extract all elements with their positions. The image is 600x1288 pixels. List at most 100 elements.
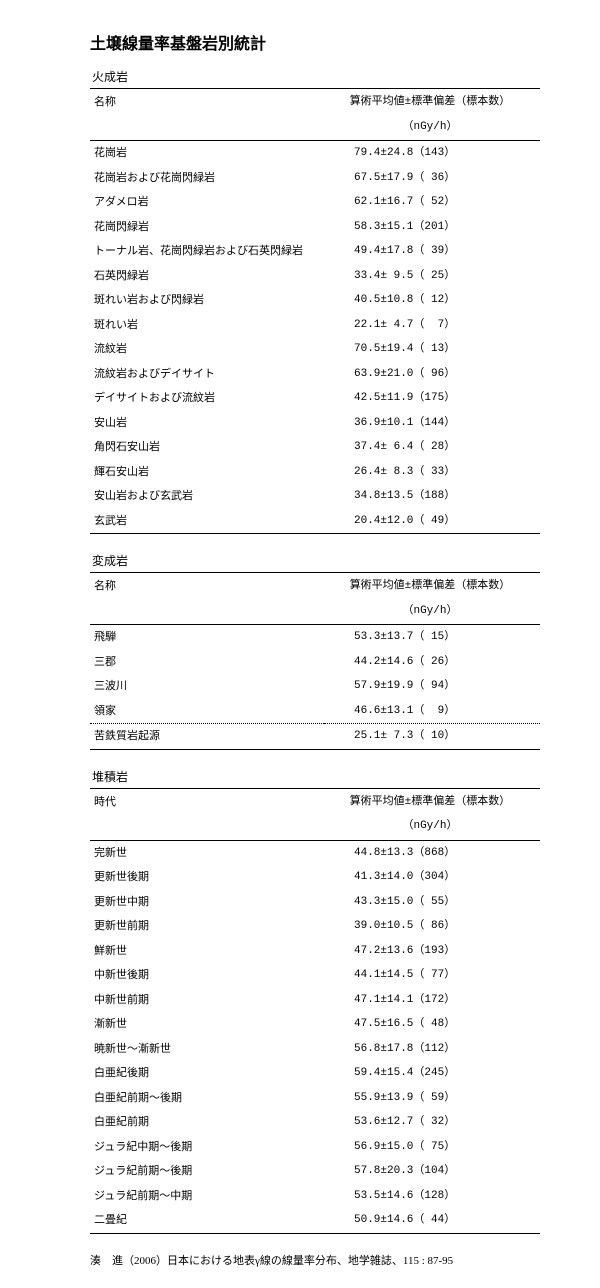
table-row: 花崗岩79.4±24.8（143） xyxy=(90,141,540,166)
table-row: 花崗閃緑岩58.3±15.1（201） xyxy=(90,215,540,240)
table-row: 角閃石安山岩37.4± 6.4（ 28） xyxy=(90,435,540,460)
table-row: 玄武岩20.4±12.0（ 49） xyxy=(90,509,540,534)
row-value: 55.9±13.9（ 59） xyxy=(324,1086,540,1111)
page-title: 土壌線量率基盤岩別統計 xyxy=(90,30,540,54)
row-name: 二畳紀 xyxy=(90,1208,324,1233)
table-row: 白亜紀後期59.4±15.4（245） xyxy=(90,1061,540,1086)
row-value: 44.8±13.3（868） xyxy=(324,840,540,865)
col-header-value: 算術平均値±標準偏差（標本数） xyxy=(324,89,540,115)
row-value: 49.4±17.8（ 39） xyxy=(324,239,540,264)
row-value: 22.1± 4.7（ 7） xyxy=(324,313,540,338)
row-value: 63.9±21.0（ 96） xyxy=(324,362,540,387)
row-name: 三郡 xyxy=(90,650,324,675)
row-name: 斑れい岩 xyxy=(90,313,324,338)
row-name: 更新世中期 xyxy=(90,890,324,915)
row-name: 完新世 xyxy=(90,840,324,865)
row-name: 花崗岩 xyxy=(90,141,324,166)
table-metamorphic: 名称算術平均値±標準偏差（標本数）（nGy/h）飛騨53.3±13.7（ 15）… xyxy=(90,572,540,750)
row-value: 33.4± 9.5（ 25） xyxy=(324,264,540,289)
unit-label: （nGy/h） xyxy=(324,814,540,840)
row-name: トーナル岩、花崗閃緑岩および石英閃緑岩 xyxy=(90,239,324,264)
table-row: 流紋岩70.5±19.4（ 13） xyxy=(90,337,540,362)
row-name: 更新世後期 xyxy=(90,865,324,890)
row-name: 漸新世 xyxy=(90,1012,324,1037)
row-value: 41.3±14.0（304） xyxy=(324,865,540,890)
row-name: デイサイトおよび流紋岩 xyxy=(90,386,324,411)
row-value: 34.8±13.5（188） xyxy=(324,484,540,509)
table-row: 飛騨53.3±13.7（ 15） xyxy=(90,625,540,650)
row-name: 白亜紀後期 xyxy=(90,1061,324,1086)
table-row: 中新世前期47.1±14.1（172） xyxy=(90,988,540,1013)
table-row: 花崗岩および花崗閃緑岩67.5±17.9（ 36） xyxy=(90,166,540,191)
section-title-2: 変成岩 xyxy=(92,552,540,569)
row-name: 三波川 xyxy=(90,674,324,699)
col-header-name: 名称 xyxy=(90,89,324,115)
row-value: 46.6±13.1（ 9） xyxy=(324,699,540,724)
row-name: 角閃石安山岩 xyxy=(90,435,324,460)
unit-label: （nGy/h） xyxy=(324,115,540,141)
row-name: 苦鉄質岩起源 xyxy=(90,724,324,750)
row-value: 59.4±15.4（245） xyxy=(324,1061,540,1086)
row-value: 56.8±17.8（112） xyxy=(324,1037,540,1062)
row-value: 40.5±10.8（ 12） xyxy=(324,288,540,313)
row-name: 花崗閃緑岩 xyxy=(90,215,324,240)
table-row: 斑れい岩および閃緑岩40.5±10.8（ 12） xyxy=(90,288,540,313)
table-sedimentary: 時代算術平均値±標準偏差（標本数）（nGy/h）完新世44.8±13.3（868… xyxy=(90,788,540,1234)
table-row: 鮮新世47.2±13.6（193） xyxy=(90,939,540,964)
row-name: 中新世前期 xyxy=(90,988,324,1013)
citation: 湊 進（2006）日本における地表γ線の線量率分布、地学雑誌、115 : 87-… xyxy=(112,1252,540,1268)
table-row: 流紋岩およびデイサイト63.9±21.0（ 96） xyxy=(90,362,540,387)
row-value: 42.5±11.9（175） xyxy=(324,386,540,411)
table-row: 苦鉄質岩起源25.1± 7.3（ 10） xyxy=(90,724,540,750)
row-name: 花崗岩および花崗閃緑岩 xyxy=(90,166,324,191)
table-row: デイサイトおよび流紋岩42.5±11.9（175） xyxy=(90,386,540,411)
row-value: 44.1±14.5（ 77） xyxy=(324,963,540,988)
table-row: ジュラ紀中期～後期56.9±15.0（ 75） xyxy=(90,1135,540,1160)
row-name: 石英閃緑岩 xyxy=(90,264,324,289)
table-row: 更新世前期39.0±10.5（ 86） xyxy=(90,914,540,939)
row-value: 39.0±10.5（ 86） xyxy=(324,914,540,939)
row-value: 47.5±16.5（ 48） xyxy=(324,1012,540,1037)
unit-label: （nGy/h） xyxy=(324,599,540,625)
col-header-value: 算術平均値±標準偏差（標本数） xyxy=(324,573,540,599)
row-value: 56.9±15.0（ 75） xyxy=(324,1135,540,1160)
table-row: 中新世後期44.1±14.5（ 77） xyxy=(90,963,540,988)
row-name: 飛騨 xyxy=(90,625,324,650)
row-value: 44.2±14.6（ 26） xyxy=(324,650,540,675)
row-name: 流紋岩およびデイサイト xyxy=(90,362,324,387)
row-name: 中新世後期 xyxy=(90,963,324,988)
row-value: 47.1±14.1（172） xyxy=(324,988,540,1013)
row-value: 37.4± 6.4（ 28） xyxy=(324,435,540,460)
table-row: 漸新世47.5±16.5（ 48） xyxy=(90,1012,540,1037)
table-row: 安山岩36.9±10.1（144） xyxy=(90,411,540,436)
row-name: 斑れい岩および閃緑岩 xyxy=(90,288,324,313)
table-row: 斑れい岩22.1± 4.7（ 7） xyxy=(90,313,540,338)
row-name: 安山岩および玄武岩 xyxy=(90,484,324,509)
row-name: 白亜紀前期～後期 xyxy=(90,1086,324,1111)
row-value: 58.3±15.1（201） xyxy=(324,215,540,240)
row-name: ジュラ紀前期～中期 xyxy=(90,1184,324,1209)
row-name: 暁新世～漸新世 xyxy=(90,1037,324,1062)
row-value: 50.9±14.6（ 44） xyxy=(324,1208,540,1233)
table-row: 白亜紀前期～後期55.9±13.9（ 59） xyxy=(90,1086,540,1111)
table-row: 白亜紀前期53.6±12.7（ 32） xyxy=(90,1110,540,1135)
row-name: 安山岩 xyxy=(90,411,324,436)
row-value: 53.5±14.6（128） xyxy=(324,1184,540,1209)
col-header-name: 名称 xyxy=(90,573,324,599)
row-value: 43.3±15.0（ 55） xyxy=(324,890,540,915)
table-row: 石英閃緑岩33.4± 9.5（ 25） xyxy=(90,264,540,289)
table-row: 二畳紀50.9±14.6（ 44） xyxy=(90,1208,540,1233)
table-row: 更新世後期41.3±14.0（304） xyxy=(90,865,540,890)
row-value: 79.4±24.8（143） xyxy=(324,141,540,166)
row-name: アダメロ岩 xyxy=(90,190,324,215)
table-row: 完新世44.8±13.3（868） xyxy=(90,840,540,865)
table-row: アダメロ岩62.1±16.7（ 52） xyxy=(90,190,540,215)
col-header-value: 算術平均値±標準偏差（標本数） xyxy=(324,788,540,814)
table-row: 輝石安山岩26.4± 8.3（ 33） xyxy=(90,460,540,485)
row-value: 57.8±20.3（104） xyxy=(324,1159,540,1184)
table-row: ジュラ紀前期～後期57.8±20.3（104） xyxy=(90,1159,540,1184)
table-row: 三波川57.9±19.9（ 94） xyxy=(90,674,540,699)
row-name: 流紋岩 xyxy=(90,337,324,362)
table-row: ジュラ紀前期～中期53.5±14.6（128） xyxy=(90,1184,540,1209)
table-row: トーナル岩、花崗閃緑岩および石英閃緑岩49.4±17.8（ 39） xyxy=(90,239,540,264)
